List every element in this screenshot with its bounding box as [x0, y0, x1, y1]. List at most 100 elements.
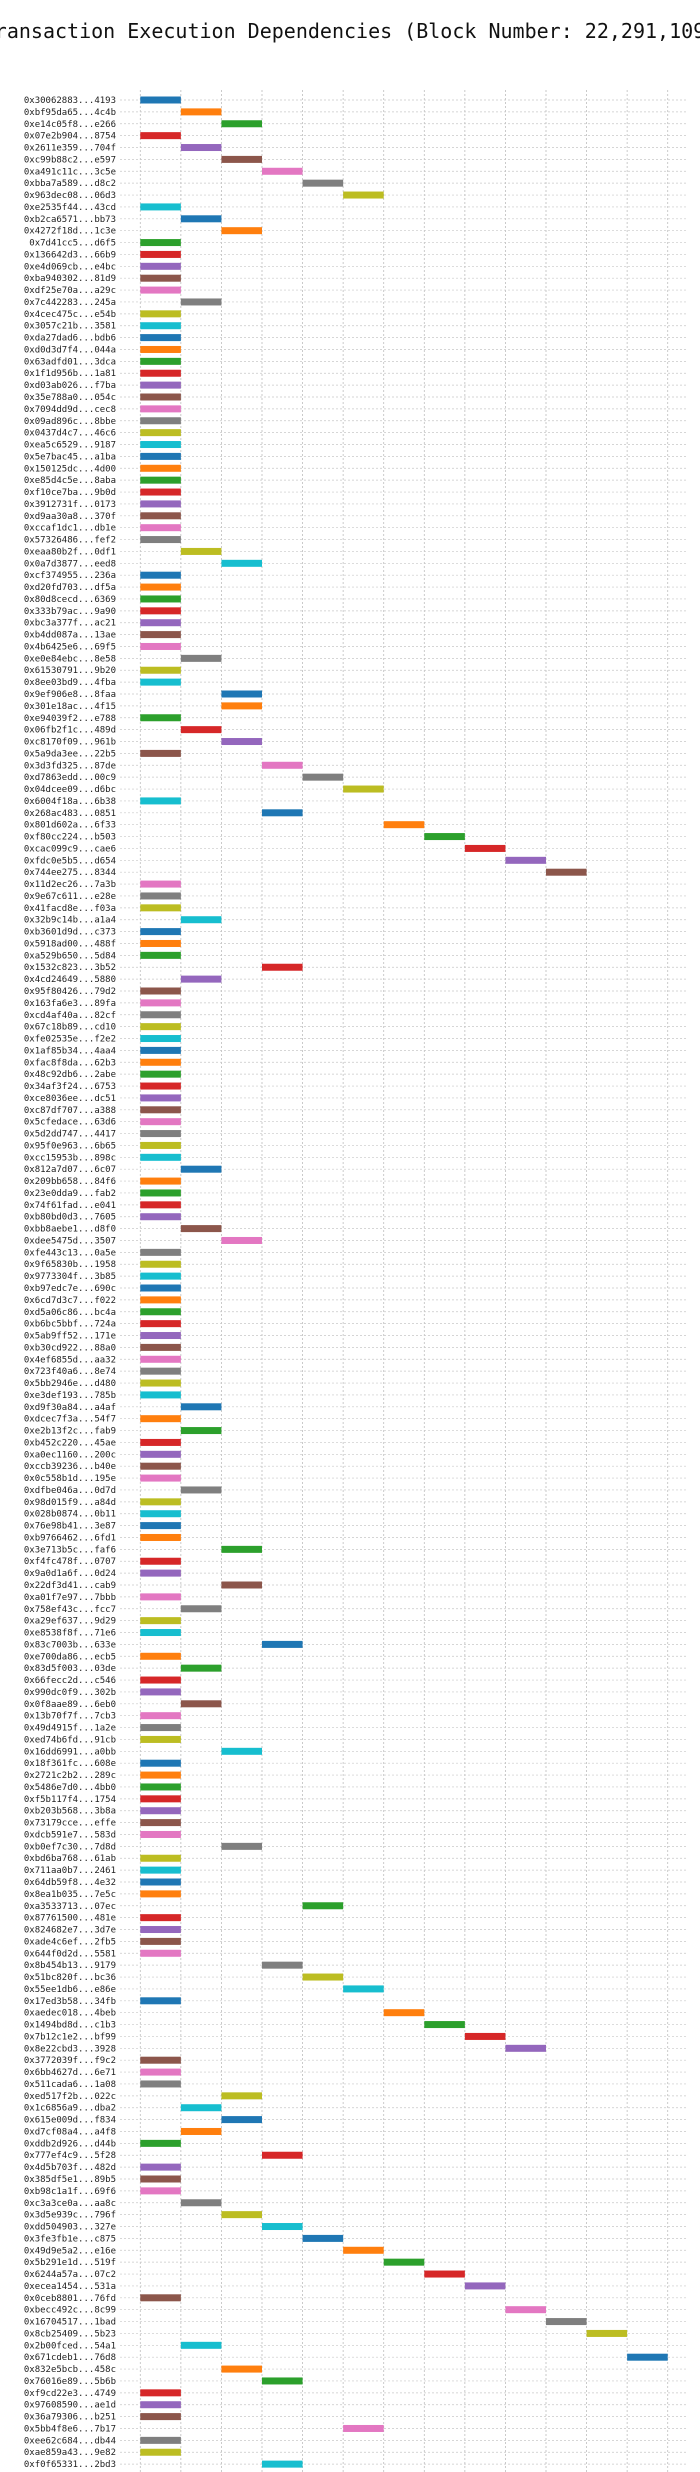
y-tick-label: 0x1af85b34...4aa4: [24, 1046, 116, 1056]
y-tick-label: 0xcc15953b...898c: [24, 1153, 116, 1163]
y-tick-label: 0x41facd8e...f03a: [24, 904, 116, 914]
transaction-bar: [140, 2187, 181, 2195]
transaction-bar: [262, 2460, 303, 2468]
transaction-bar: [140, 1759, 181, 1767]
transaction-bar: [221, 2092, 262, 2100]
y-tick-label: 0xdd504903...327e: [24, 2223, 116, 2233]
y-tick-label: 0xcf374955...236a: [24, 571, 116, 581]
y-tick-label: 0xb9766462...6fd1: [24, 1533, 116, 1543]
transaction-bar: [140, 880, 181, 888]
y-tick-label: 0x3d5e939c...796f: [24, 2211, 116, 2221]
transaction-bar: [464, 844, 506, 852]
transaction-bar: [140, 892, 181, 900]
transaction-bar: [140, 536, 181, 544]
transaction-bar: [140, 405, 181, 413]
y-tick-label: 0x55ee1db6...e86e: [24, 1985, 116, 1995]
transaction-bar: [140, 1046, 181, 1054]
transaction-bar: [140, 939, 181, 947]
y-tick-label: 0xccb39236...b40e: [24, 1462, 116, 1472]
transaction-bar: [140, 619, 181, 627]
transaction-bar: [221, 559, 262, 567]
y-tick-label: 0x61530791...9b20: [24, 666, 116, 676]
transaction-bar: [180, 1165, 222, 1173]
transaction-bar: [180, 1225, 222, 1233]
transaction-bar: [140, 1890, 181, 1898]
y-tick-label: 0xfe02535e...f2e2: [24, 1035, 116, 1045]
transaction-bar: [140, 441, 181, 449]
transaction-bar: [140, 1937, 181, 1945]
y-tick-label: 0x9e67c611...e28e: [24, 892, 116, 902]
transaction-bar: [424, 833, 465, 841]
y-tick-label: 0x6bb4627d...6e71: [24, 2068, 116, 2078]
transaction-bar: [140, 1474, 181, 1482]
y-tick-label: 0xb452c220...45ae: [24, 1438, 116, 1448]
transaction-bar: [140, 132, 181, 140]
transaction-bar: [180, 144, 222, 152]
y-tick-label: 0x723f40a6...8e74: [24, 1367, 116, 1377]
y-tick-label: 0xe3def193...785b: [24, 1391, 116, 1401]
y-tick-label: 0x67c18b89...cd10: [24, 1023, 116, 1033]
transaction-bar: [140, 1914, 181, 1922]
transaction-bar: [140, 1569, 181, 1577]
transaction-bar: [180, 547, 222, 555]
transaction-bar: [140, 1830, 181, 1838]
y-tick-label: 0xed517f2b...022c: [24, 2092, 116, 2102]
transaction-bar: [262, 809, 303, 817]
y-tick-label: 0xdcec7f3a...54f7: [24, 1415, 116, 1425]
y-tick-label: 0x83d5f003...03de: [24, 1664, 116, 1674]
y-tick-label: 0x758ef43c...fcc7: [24, 1605, 116, 1615]
transaction-bar: [140, 1438, 181, 1446]
transaction-bar: [140, 1248, 181, 1256]
y-tick-label: 0x0a7d3877...eed8: [24, 559, 116, 569]
transaction-bar: [140, 369, 181, 377]
y-tick-label: 0x7b12c1e2...bf99: [24, 2032, 116, 2042]
transaction-bar: [140, 1819, 181, 1827]
transaction-bar: [140, 1201, 181, 1209]
y-tick-label: 0x5ab9ff52...171e: [24, 1332, 116, 1342]
transaction-bar: [180, 2104, 222, 2112]
y-tick-label: 0xa3533713...07ec: [24, 1902, 116, 1912]
y-tick-label: 0xbc3a377f...ac21: [24, 619, 116, 629]
transaction-bar: [180, 1486, 222, 1494]
transaction-bar: [140, 1284, 181, 1292]
y-tick-label: 0x17ed3b58...34fb: [24, 1997, 116, 2007]
y-tick-label: 0x32b9c14b...a1a4: [24, 916, 116, 926]
transaction-bar: [140, 1082, 181, 1090]
y-tick-label: 0xd9f30a84...a4af: [24, 1403, 116, 1413]
y-tick-label: 0xb80bd0d3...7605: [24, 1213, 116, 1223]
transaction-bar: [140, 1106, 181, 1114]
y-tick-label: 0xfe443c13...0a5e: [24, 1248, 116, 1258]
transaction-bar: [221, 1545, 262, 1553]
y-tick-label: 0x73179cce...effe: [24, 1819, 116, 1829]
y-tick-label: 0xdfbe046a...0d7d: [24, 1486, 116, 1496]
y-tick-label: 0x209bb658...84f6: [24, 1177, 116, 1187]
y-tick-label: 0x671cdeb1...76d8: [24, 2353, 116, 2363]
transaction-bar: [140, 999, 181, 1007]
y-tick-label: 0x832e5bcb...458c: [24, 2365, 116, 2375]
y-tick-label: 0x95f0e963...6b65: [24, 1141, 116, 1151]
transaction-bar: [140, 310, 181, 318]
transaction-bar: [140, 393, 181, 401]
transaction-bar: [140, 345, 181, 353]
y-tick-label: 0x49d9e5a2...e16e: [24, 2246, 116, 2256]
transaction-bar: [546, 2318, 587, 2326]
y-tick-label: 0xe2535f44...43cd: [24, 203, 116, 213]
y-tick-label: 0xfac8f8da...62b3: [24, 1058, 116, 1068]
y-tick-label: 0x5b291e1d...519f: [24, 2258, 116, 2268]
y-tick-label: 0x13b70f7f...7cb3: [24, 1712, 116, 1722]
y-tick-label: 0xe8538f8f...71e6: [24, 1629, 116, 1639]
y-tick-label: 0x6cd7d3c7...f022: [24, 1296, 116, 1306]
transaction-bar: [140, 250, 181, 258]
transaction-bar: [140, 1177, 181, 1185]
y-tick-label: 0x3fe3fb1e...c875: [24, 2234, 116, 2244]
y-tick-label: 0x615e009d...f834: [24, 2116, 116, 2126]
transaction-bar: [140, 2448, 181, 2456]
transaction-bar: [180, 1605, 222, 1613]
y-tick-label: 0xf80cc224...b503: [24, 833, 116, 843]
y-tick-label: 0xe0e84ebc...8e58: [24, 654, 116, 664]
y-tick-label: 0x9773304f...3b85: [24, 1272, 116, 1282]
transaction-bar: [140, 1652, 181, 1660]
y-tick-label: 0xd20fd703...df5a: [24, 583, 116, 593]
transaction-bar: [140, 417, 181, 425]
